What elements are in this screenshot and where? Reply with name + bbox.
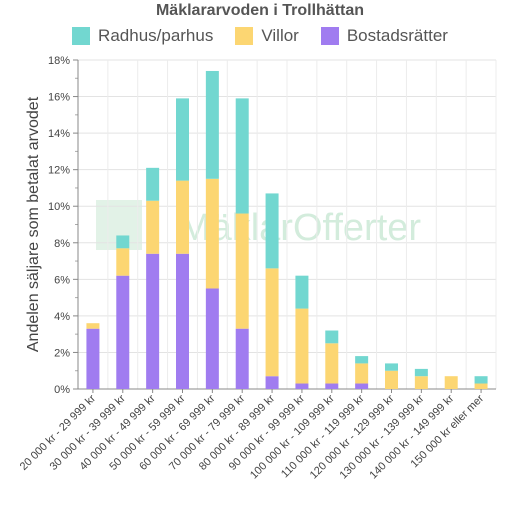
- legend-item[interactable]: Bostadsrätter: [320, 26, 448, 46]
- legend-swatch: [320, 27, 339, 45]
- bar-segment: [295, 308, 309, 384]
- y-axis-label: Andelen säljare som betalat arvodet: [25, 96, 42, 352]
- y-tick-label: 8%: [54, 238, 70, 250]
- bar-segment: [265, 193, 279, 269]
- legend-swatch: [235, 27, 254, 45]
- bar-segment: [385, 363, 398, 371]
- bar-segment: [414, 376, 428, 389]
- bar-segment: [265, 376, 279, 389]
- legend-swatch: [72, 27, 91, 45]
- bar-segment: [116, 248, 130, 276]
- y-tick-label: 2%: [54, 347, 70, 359]
- y-tick-label: 10%: [48, 201, 70, 213]
- bar-segment: [205, 70, 219, 179]
- bar-segment: [146, 253, 160, 389]
- bar-segment: [295, 275, 309, 309]
- bar-segment: [474, 376, 488, 384]
- bar-segment: [146, 167, 160, 201]
- bar-segment: [176, 180, 189, 254]
- legend-item[interactable]: Villor: [235, 26, 299, 46]
- watermark-text: MäklarOfferter: [179, 207, 421, 249]
- y-tick-label: 18%: [48, 55, 70, 67]
- legend-label: Radhus/parhus: [98, 26, 214, 45]
- bar-segment: [205, 178, 219, 289]
- bar-segment: [235, 328, 249, 389]
- bar-segment: [205, 288, 219, 389]
- bar-segment: [325, 343, 339, 384]
- bar-segment: [295, 383, 309, 389]
- bar-segment: [385, 370, 398, 389]
- bar-segment: [265, 268, 279, 377]
- bar-segment: [325, 383, 339, 389]
- legend-item[interactable]: Radhus/parhus: [72, 26, 213, 46]
- y-tick-label: 12%: [48, 165, 70, 177]
- y-tick-label: 16%: [48, 92, 70, 104]
- y-tick-label: 0%: [54, 384, 70, 396]
- bar-segment: [235, 213, 249, 329]
- bar-segment: [355, 356, 369, 364]
- bar-segment: [474, 383, 488, 389]
- bar-segment: [176, 253, 189, 389]
- bar-segment: [116, 275, 130, 389]
- legend-label: Bostadsrätter: [346, 26, 448, 45]
- bar-segment: [325, 330, 339, 344]
- chart-legend: Radhus/parhus Villor Bostadsrätter: [0, 26, 520, 46]
- bar-segment: [86, 323, 100, 329]
- bar-segment: [444, 376, 458, 389]
- y-tick-label: 6%: [54, 274, 70, 286]
- bar-segment: [116, 235, 130, 249]
- bar-segment: [414, 368, 428, 377]
- bar-segment: [235, 98, 249, 214]
- bar-segment: [146, 200, 160, 254]
- bar-segment: [176, 98, 189, 181]
- bar-segment: [355, 363, 369, 384]
- chart-title: Mäklararvoden i Trollhättan: [155, 2, 365, 19]
- bar-segment: [86, 328, 100, 389]
- y-tick-label: 14%: [48, 128, 70, 140]
- bar-segment: [355, 383, 369, 389]
- legend-label: Villor: [261, 26, 299, 45]
- y-tick-label: 4%: [54, 311, 70, 323]
